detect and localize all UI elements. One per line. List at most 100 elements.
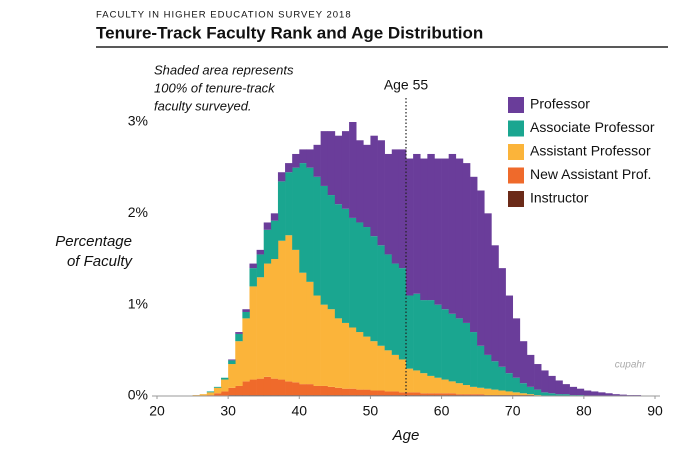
x-tick-label: 70 <box>505 403 521 419</box>
bar-segment <box>270 259 279 379</box>
x-tick-label: 60 <box>434 403 450 419</box>
bar-segment <box>413 293 421 371</box>
bar-segment <box>256 254 265 278</box>
bar-segment <box>434 377 442 394</box>
bar-segment <box>406 392 414 396</box>
bar-segment <box>455 394 464 396</box>
bar-segment <box>235 385 243 396</box>
bar-segment <box>562 384 570 395</box>
bar-segment <box>320 385 329 396</box>
bar-segment <box>583 390 592 396</box>
bar-segment <box>491 361 499 390</box>
legend-swatch <box>508 120 524 137</box>
bar-segment <box>334 387 343 396</box>
bar-segment <box>349 388 357 396</box>
bar-segment <box>327 131 336 196</box>
x-tick-label: 20 <box>149 403 165 419</box>
bar-segment <box>548 393 556 396</box>
bar-segment <box>349 217 357 328</box>
bar-segment <box>334 204 343 319</box>
bar-segment <box>519 341 528 384</box>
bar-segment <box>206 391 215 393</box>
bar-segment <box>221 391 229 396</box>
bar-segment <box>384 254 393 351</box>
bar-segment <box>519 383 528 394</box>
bar-segment <box>270 213 279 221</box>
legend-label: Associate Professor <box>530 119 655 135</box>
bar-segment <box>292 249 300 383</box>
bar-segment <box>263 263 272 377</box>
bar-segment <box>427 153 435 301</box>
bar-segment <box>285 381 293 396</box>
bar-segment <box>370 341 378 391</box>
bar-segment <box>299 272 307 385</box>
bar-segment <box>598 392 606 396</box>
bar-segment <box>363 227 371 337</box>
bar-segment <box>605 393 613 396</box>
bar-segment <box>612 394 620 396</box>
bar-segment <box>206 392 215 396</box>
bar-segment <box>427 375 435 394</box>
bar-segment <box>526 386 535 395</box>
x-tick-label: 80 <box>576 403 592 419</box>
bar-segment <box>470 176 478 333</box>
bar-segment <box>377 140 385 246</box>
bar-segment <box>462 163 471 323</box>
bar-segment <box>384 391 393 396</box>
bar-segment <box>462 322 471 386</box>
bar-segment <box>256 378 265 396</box>
bar-segment <box>370 390 378 396</box>
bar-segment <box>406 368 414 393</box>
bar-segment <box>512 377 521 393</box>
bar-segment <box>306 167 314 282</box>
bar-segment <box>213 387 222 394</box>
bar-segment <box>327 195 336 310</box>
bar-segment <box>228 360 236 365</box>
bar-segment <box>277 379 286 396</box>
legend-label: Assistant Professor <box>530 143 651 159</box>
bar-segment <box>263 376 272 396</box>
bar-segment <box>491 245 499 362</box>
bar-segment <box>427 300 435 376</box>
bar-segment <box>484 354 492 389</box>
bar-segment <box>526 394 535 396</box>
y-tick-label: 2% <box>128 204 148 220</box>
legend-swatch <box>508 167 524 184</box>
legend-swatch <box>508 97 524 113</box>
bar-segment <box>505 373 514 392</box>
annotation: 100% of tenure-track <box>154 80 276 95</box>
bar-segment <box>242 381 250 396</box>
bar-segment <box>341 208 350 323</box>
bar-segment <box>377 345 385 391</box>
bar-segment <box>299 163 307 273</box>
bar-segment <box>555 380 563 395</box>
legend-label: Professor <box>530 96 590 112</box>
bar-segment <box>398 149 407 269</box>
bar-segment <box>590 391 599 396</box>
bar-segment <box>377 390 385 396</box>
bar-segment <box>391 263 400 355</box>
bar-segment <box>448 153 457 314</box>
bar-segment <box>263 222 272 230</box>
bar-segment <box>292 382 300 396</box>
bar-segment <box>398 392 407 396</box>
bar-segment <box>341 388 350 396</box>
bar-segment <box>263 229 272 264</box>
bar-segment <box>370 236 378 342</box>
logo: cupahr <box>615 360 646 371</box>
bar-segment <box>313 144 321 177</box>
bar-segment <box>299 384 307 396</box>
bar-segment <box>541 370 549 393</box>
bar-segment <box>213 386 222 388</box>
y-axis-label: Percentage <box>55 233 132 250</box>
bar-segment <box>420 158 428 301</box>
bar-segment <box>356 389 364 396</box>
bar-segment <box>377 245 385 346</box>
bar-segment <box>292 167 300 250</box>
y-tick-label: 3% <box>128 113 148 129</box>
bar-segment <box>498 390 506 396</box>
bar-segment <box>420 300 428 374</box>
bar-segment <box>235 341 243 386</box>
bar-segment <box>391 149 400 264</box>
bar-segment <box>370 135 378 237</box>
